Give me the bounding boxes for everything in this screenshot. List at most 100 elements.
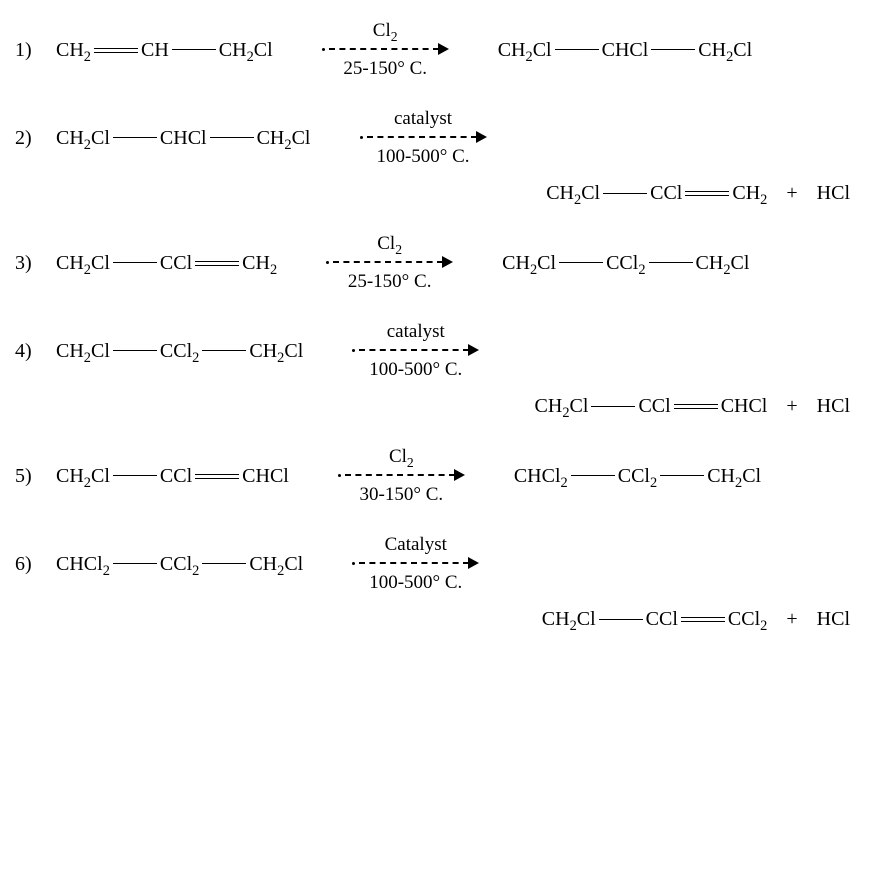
formula-fragment: CHCl: [720, 395, 769, 418]
product-molecule: CH2Cl CCl CHCl: [534, 395, 769, 418]
formula-fragment: CCl: [637, 395, 671, 418]
formula-fragment: catalyst: [387, 321, 445, 342]
arrow-conditions-bottom: 25-150° C.: [343, 58, 427, 80]
reaction-arrow: catalyst 100-500° C.: [360, 108, 487, 168]
byproduct: HCl: [816, 395, 851, 418]
plus-sign: +: [786, 182, 797, 205]
formula-fragment: CH2Cl: [697, 39, 753, 62]
single-bond: [172, 49, 216, 51]
formula-fragment: CCl: [159, 252, 193, 275]
formula-fragment: CH2Cl: [218, 39, 274, 62]
reactant-molecule: CH2ClCClCH2: [55, 252, 278, 275]
arrow-conditions-top: catalyst: [394, 108, 452, 130]
single-bond: [555, 49, 599, 51]
single-bond: [113, 475, 157, 477]
formula-fragment: CHCl2: [55, 553, 111, 576]
reaction-arrow: Cl225-150° C.: [326, 233, 453, 293]
single-bond: [202, 350, 246, 352]
product-molecule: CH2ClCClCH2: [545, 182, 768, 205]
single-bond: [113, 350, 157, 352]
dashed-arrow-icon: [352, 557, 479, 569]
product-molecule: CHCl2CCl2CH2Cl: [513, 465, 762, 488]
formula-fragment: CHCl: [159, 127, 208, 150]
single-bond: [649, 262, 693, 264]
double-bond: [685, 191, 729, 196]
formula-fragment: CCl: [645, 608, 679, 631]
reaction-main-line: 3)CH2ClCClCH2Cl225-150° C.CH2ClCCl2CH2Cl: [15, 233, 881, 293]
formula-fragment: CH2Cl: [248, 340, 304, 363]
reaction-arrow: Catalyst 100-500° C.: [352, 534, 479, 594]
formula-fragment: CH2Cl: [534, 395, 590, 418]
reaction-main-line: 1)CH2CHCH2ClCl225-150° C.CH2ClCHClCH2Cl: [15, 20, 881, 80]
product-molecule: CH2ClCCl2CH2Cl: [501, 252, 750, 275]
formula-fragment: CH2Cl: [256, 127, 312, 150]
reactant-molecule: CH2ClCClCHCl: [55, 465, 290, 488]
double-bond: [94, 48, 138, 53]
arrow-conditions-bottom: 100-500° C.: [376, 146, 469, 168]
formula-fragment: CHCl: [601, 39, 650, 62]
formula-fragment: Cl2: [389, 446, 414, 467]
arrow-conditions-bottom: 100-500° C.: [369, 572, 462, 594]
single-bond: [660, 475, 704, 477]
formula-fragment: CHCl: [241, 465, 290, 488]
arrow-conditions-top: Cl2: [389, 446, 414, 468]
formula-fragment: CH2Cl: [541, 608, 597, 631]
formula-fragment: CH2Cl: [55, 252, 111, 275]
double-bond: [195, 261, 239, 266]
product-molecule: CH2ClCClCCl2: [541, 608, 769, 631]
dashed-arrow-icon: [322, 43, 449, 55]
single-bond: [599, 619, 643, 621]
reaction-number: 5): [15, 465, 55, 488]
formula-fragment: CH2Cl: [706, 465, 762, 488]
arrow-conditions-bottom: 100-500° C.: [369, 359, 462, 381]
dashed-arrow-icon: [338, 469, 465, 481]
formula-fragment: CH2Cl: [55, 127, 111, 150]
reaction-product-line: CH2ClCClCH2 + HCl: [15, 182, 881, 205]
reaction-arrow: catalyst 100-500° C.: [352, 321, 479, 381]
formula-fragment: CH: [140, 39, 170, 62]
arrow-conditions-top: Cl2: [377, 233, 402, 255]
arrow-conditions-top: Catalyst: [385, 534, 447, 556]
formula-fragment: Catalyst: [385, 534, 447, 555]
byproduct: HCl: [816, 608, 851, 631]
reaction-main-line: 2)CH2ClCHClCH2Clcatalyst100-500° C.: [15, 108, 881, 168]
formula-fragment: CH2: [55, 39, 92, 62]
formula-fragment: CH2Cl: [55, 465, 111, 488]
reaction: 3)CH2ClCClCH2Cl225-150° C.CH2ClCCl2CH2Cl: [15, 233, 881, 293]
reaction-main-line: 4)CH2ClCCl2CH2Clcatalyst100-500° C.: [15, 321, 881, 381]
dashed-arrow-icon: [360, 131, 487, 143]
single-bond: [202, 563, 246, 565]
reaction-number: 2): [15, 127, 55, 150]
arrow-conditions-top: Cl2: [373, 20, 398, 42]
formula-fragment: CH2Cl: [695, 252, 751, 275]
reaction-arrow: Cl230-150° C.: [338, 446, 465, 506]
reaction-scheme: 1)CH2CHCH2ClCl225-150° C.CH2ClCHClCH2Cl2…: [15, 20, 881, 631]
reaction: 2)CH2ClCHClCH2Clcatalyst100-500° C.CH2Cl…: [15, 108, 881, 205]
dashed-arrow-icon: [352, 344, 479, 356]
byproduct: HCl: [816, 182, 851, 205]
formula-fragment: CH2Cl: [501, 252, 557, 275]
reaction: 6)CHCl2CCl2CH2ClCatalyst100-500° C.CH2Cl…: [15, 534, 881, 631]
dashed-arrow-icon: [326, 256, 453, 268]
formula-fragment: CH2: [731, 182, 768, 205]
reaction-number: 6): [15, 553, 55, 576]
double-bond: [674, 404, 718, 409]
single-bond: [603, 193, 647, 195]
plus-sign: +: [786, 395, 797, 418]
formula-fragment: CH2Cl: [497, 39, 553, 62]
single-bond: [571, 475, 615, 477]
product-molecule: CH2Cl CHCl CH2Cl: [497, 39, 754, 62]
formula-fragment: CCl2: [159, 340, 200, 363]
reaction-number: 4): [15, 340, 55, 363]
reaction: 5)CH2ClCClCHCl Cl230-150° C. CHCl2CCl2CH2C…: [15, 446, 881, 506]
reaction-product-line: CH2ClCClCCl2+HCl: [15, 608, 881, 631]
formula-fragment: CH2Cl: [55, 340, 111, 363]
reaction-main-line: 6)CHCl2CCl2CH2ClCatalyst100-500° C.: [15, 534, 881, 594]
single-bond: [113, 563, 157, 565]
formula-fragment: CCl2: [159, 553, 200, 576]
formula-fragment: Cl2: [373, 20, 398, 41]
single-bond: [113, 137, 157, 139]
single-bond: [651, 49, 695, 51]
single-bond: [113, 262, 157, 264]
reactant-molecule: CH2Cl CCl2 CH2Cl: [55, 340, 304, 363]
